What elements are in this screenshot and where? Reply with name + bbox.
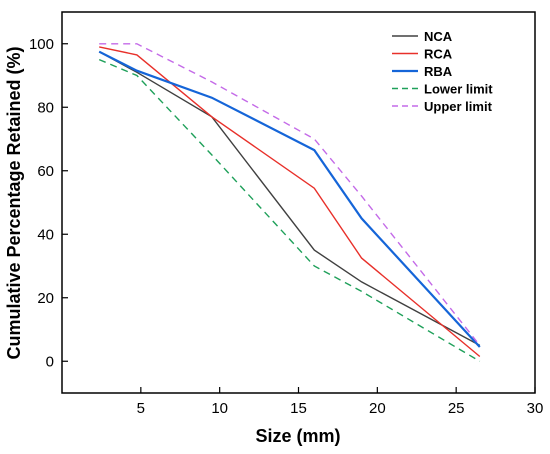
series [98, 43, 481, 362]
x-tick-label: 5 [137, 400, 145, 417]
series-line-upper-limit [99, 43, 481, 346]
y-tick-label: 0 [46, 353, 54, 370]
x-tick-label: 20 [369, 400, 386, 417]
x-tick-label: 10 [211, 400, 228, 417]
series-line-rba [98, 50, 481, 348]
ticks: 5 10 15 20 25 30 0 20 40 60 80 100 [29, 36, 543, 417]
series-line-lower-limit [98, 58, 481, 362]
x-axis-title: Size (mm) [255, 426, 340, 446]
series-line-rca [99, 46, 481, 358]
y-tick-label: 80 [37, 99, 54, 116]
legend-label-rca: RCA [424, 47, 453, 62]
y-axis-title: Cumulative Percentage Retained (%) [4, 46, 24, 359]
x-tick-label: 15 [290, 400, 307, 417]
x-tick-label: 25 [448, 400, 465, 417]
legend-label-upper-limit: Upper limit [424, 99, 493, 114]
y-tick-label: 40 [37, 226, 54, 243]
y-tick-label: 100 [29, 36, 54, 53]
legend-label-rba: RBA [424, 64, 453, 79]
series-line-nca [98, 51, 481, 347]
x-tick-label: 30 [527, 400, 544, 417]
legend-label-nca: NCA [424, 29, 453, 44]
y-tick-label: 60 [37, 163, 54, 180]
legend: NCA RCA RBA Lower limit Upper limit [392, 29, 493, 114]
legend-label-lower-limit: Lower limit [424, 82, 493, 97]
y-tick-label: 20 [37, 290, 54, 307]
